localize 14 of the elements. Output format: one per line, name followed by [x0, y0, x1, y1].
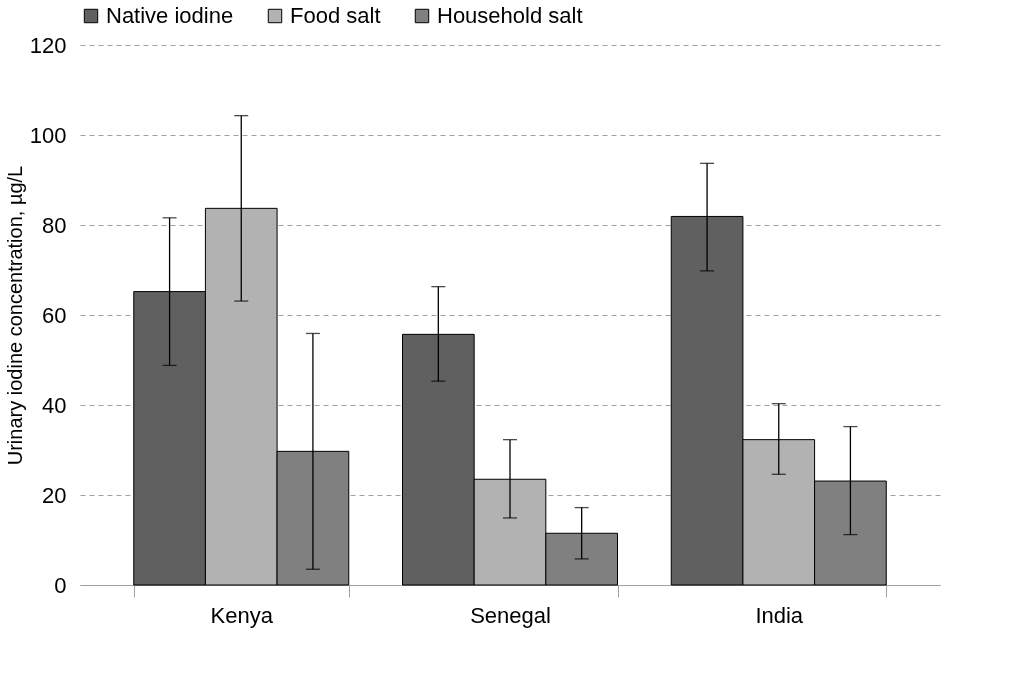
y-tick-label: 120: [29, 32, 67, 58]
y-axis-title: Urinary iodine concentration, µg/L: [3, 165, 26, 466]
y-tick-label: 80: [42, 212, 67, 238]
legend-label: Native iodine: [106, 3, 234, 28]
y-tick-label: 20: [42, 482, 67, 508]
y-tick-label: 40: [42, 392, 67, 418]
y-tick-label: 100: [29, 122, 67, 148]
x-tick-label: India: [755, 602, 804, 628]
y-tick-label: 60: [42, 302, 67, 328]
legend-label: Food salt: [290, 3, 381, 28]
y-tick-label: 0: [54, 572, 67, 598]
x-tick-label: Kenya: [210, 602, 274, 628]
x-tick-label: Senegal: [470, 602, 551, 628]
legend-label: Household salt: [437, 3, 583, 28]
